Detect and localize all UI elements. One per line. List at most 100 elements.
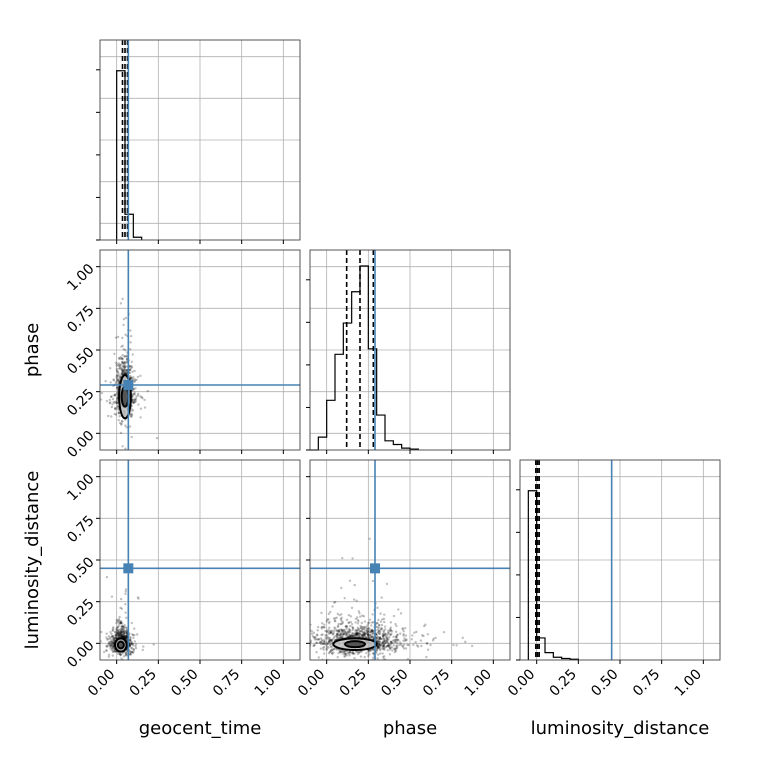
sample-point bbox=[120, 423, 123, 426]
sample-point bbox=[113, 637, 116, 640]
sample-point bbox=[354, 629, 357, 632]
sample-point bbox=[376, 606, 379, 609]
sample-point bbox=[386, 631, 390, 635]
sample-point bbox=[120, 419, 124, 423]
sample-point bbox=[377, 645, 380, 649]
sample-point bbox=[124, 636, 127, 640]
sample-point bbox=[129, 638, 132, 642]
sample-point bbox=[117, 635, 120, 639]
sample-point bbox=[115, 631, 119, 635]
sample-point bbox=[334, 634, 337, 638]
sample-point bbox=[376, 622, 379, 625]
sample-point bbox=[119, 621, 123, 625]
sample-point bbox=[360, 634, 364, 637]
sample-point bbox=[331, 638, 334, 642]
sample-point bbox=[323, 645, 326, 649]
sample-point bbox=[325, 648, 328, 651]
sample-point bbox=[120, 633, 123, 637]
sample-point bbox=[133, 627, 136, 630]
sample-point bbox=[109, 645, 113, 648]
sample-point bbox=[114, 413, 118, 416]
sample-point bbox=[131, 370, 134, 373]
scatter-geocent-time-vs-luminosity-distance-ytick-label: 1.00 bbox=[64, 471, 97, 504]
sample-point bbox=[380, 627, 384, 630]
sample-point bbox=[134, 400, 137, 403]
sample-point bbox=[368, 636, 371, 639]
sample-point bbox=[393, 651, 396, 654]
sample-point bbox=[118, 367, 121, 370]
sample-point bbox=[348, 654, 351, 657]
sample-point bbox=[426, 633, 430, 636]
sample-point bbox=[340, 613, 343, 616]
sample-point bbox=[119, 597, 123, 601]
sample-point bbox=[394, 622, 397, 626]
sample-point bbox=[404, 647, 408, 650]
sample-point bbox=[124, 631, 127, 634]
sample-point bbox=[121, 336, 124, 340]
sample-point bbox=[390, 646, 394, 649]
sample-point bbox=[120, 625, 123, 629]
sample-point bbox=[349, 615, 353, 618]
sample-point bbox=[348, 629, 352, 632]
sample-point bbox=[351, 627, 355, 630]
sample-point bbox=[115, 379, 119, 382]
sample-point bbox=[120, 607, 124, 610]
sample-point bbox=[395, 633, 399, 637]
sample-point bbox=[363, 632, 366, 636]
sample-point bbox=[391, 649, 394, 652]
sample-point bbox=[122, 626, 126, 630]
sample-point bbox=[120, 372, 123, 375]
sample-point bbox=[378, 639, 381, 642]
sample-point bbox=[356, 652, 360, 656]
sample-point bbox=[380, 596, 383, 599]
sample-point bbox=[107, 655, 111, 658]
sample-point bbox=[399, 643, 403, 646]
sample-point bbox=[326, 635, 330, 639]
sample-point bbox=[452, 643, 455, 647]
sample-point bbox=[119, 621, 123, 624]
sample-point bbox=[119, 654, 122, 657]
sample-point bbox=[335, 633, 338, 637]
hist-geocent-time-panel bbox=[96, 39, 301, 244]
sample-point bbox=[344, 631, 347, 634]
sample-point bbox=[114, 636, 117, 639]
sample-point bbox=[128, 348, 132, 351]
sample-point bbox=[100, 640, 102, 643]
sample-point bbox=[122, 633, 126, 636]
sample-point bbox=[120, 634, 123, 637]
sample-point bbox=[108, 402, 112, 405]
sample-point bbox=[310, 641, 312, 644]
sample-point bbox=[354, 632, 357, 636]
sample-point bbox=[115, 634, 119, 637]
sample-point bbox=[327, 637, 331, 640]
sample-point bbox=[107, 653, 111, 656]
sample-point bbox=[121, 625, 124, 628]
sample-point bbox=[124, 588, 128, 591]
sample-point bbox=[119, 631, 123, 634]
sample-point bbox=[120, 372, 124, 376]
sample-point bbox=[121, 634, 125, 638]
sample-point bbox=[385, 636, 389, 639]
sample-point bbox=[122, 630, 125, 634]
sample-point bbox=[350, 634, 353, 638]
sample-point bbox=[124, 370, 127, 373]
sample-point bbox=[118, 363, 121, 366]
sample-point bbox=[321, 646, 325, 650]
sample-point bbox=[131, 395, 134, 398]
sample-point bbox=[114, 633, 117, 637]
sample-point bbox=[114, 381, 118, 384]
sample-point bbox=[339, 633, 343, 636]
sample-point bbox=[125, 652, 128, 655]
sample-point bbox=[116, 400, 119, 403]
sample-point bbox=[119, 630, 123, 633]
sample-point bbox=[385, 644, 389, 648]
sample-point bbox=[129, 642, 132, 646]
sample-point bbox=[130, 642, 133, 645]
sample-point bbox=[115, 387, 119, 390]
sample-point bbox=[354, 632, 357, 635]
sample-point bbox=[338, 634, 342, 637]
sample-point bbox=[360, 650, 363, 653]
sample-point bbox=[330, 639, 333, 642]
sample-point bbox=[343, 633, 346, 636]
sample-point bbox=[359, 627, 362, 630]
